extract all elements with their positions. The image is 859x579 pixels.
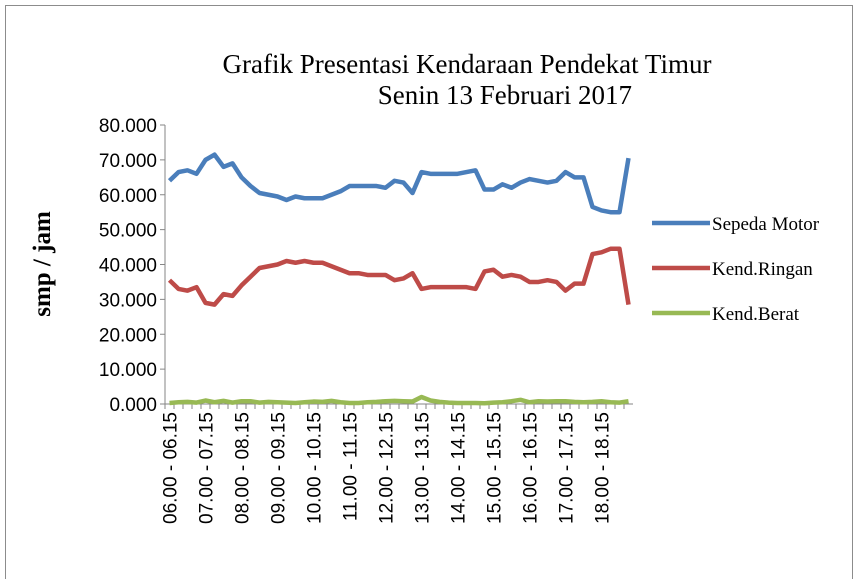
x-tick-label: 18.00 - 18.15: [593, 412, 614, 524]
chart-title: Grafik Presentasi Kendaraan Pendekat Tim…: [223, 49, 712, 79]
y-tick-label: 70.000: [99, 151, 157, 172]
series-line: [167, 246, 631, 307]
x-tick-label: 06.00 - 06.15: [161, 412, 182, 524]
y-tick-label: 30.000: [99, 290, 157, 311]
x-tick-label: 16.00 - 16.15: [521, 412, 542, 524]
legend-label: Kend.Berat: [712, 304, 800, 325]
x-tick-label: 07.00 - 07.15: [197, 412, 218, 524]
x-tick-label: 09.00 - 09.15: [269, 412, 290, 524]
series-line: [167, 152, 631, 215]
x-tick-label: 13.00 - 13.15: [413, 412, 434, 524]
chart-frame: [5, 5, 853, 579]
y-tick-label: 50.000: [99, 221, 157, 242]
x-tick-label: 15.00 - 15.15: [485, 412, 506, 524]
chart-subtitle: Senin 13 Februari 2017: [378, 80, 632, 110]
y-tick-label: 80.000: [99, 116, 157, 137]
legend-label: Sepeda Motor: [712, 214, 820, 235]
x-tick-label: 12.00 - 12.15: [377, 412, 398, 524]
series-line: [169, 394, 629, 406]
y-tick-label: 60.000: [99, 186, 157, 207]
x-tick-label: 14.00 - 14.15: [449, 412, 470, 524]
y-axis-label: smp / jam: [29, 211, 56, 317]
y-tick-label: 40.000: [99, 256, 157, 277]
x-tick-label: 10.00 - 10.15: [305, 412, 326, 524]
x-tick-label: 17.00 - 17.15: [557, 412, 578, 524]
x-tick-label: 11.00 - 11.15: [341, 412, 362, 521]
x-tick-label: 08.00 - 08.15: [233, 412, 254, 524]
legend-label: Kend.Ringan: [712, 259, 813, 280]
y-tick-label: 20.000: [99, 325, 157, 346]
y-tick-label: 0.000: [109, 395, 157, 416]
y-tick-label: 10.000: [99, 360, 157, 381]
